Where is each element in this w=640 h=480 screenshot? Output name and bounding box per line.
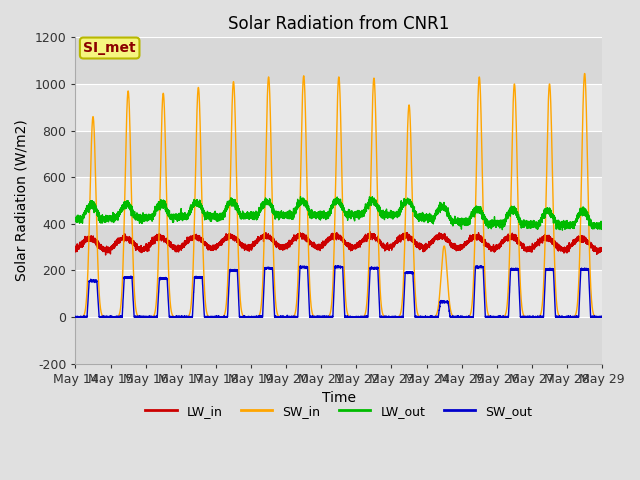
SW_in xyxy=(321,314,328,320)
SW_out xyxy=(332,263,339,269)
SW_in xyxy=(580,71,588,76)
Text: SI_met: SI_met xyxy=(83,41,136,55)
SW_out xyxy=(577,280,584,286)
Legend: LW_in, SW_in, LW_out, SW_out: LW_in, SW_in, LW_out, SW_out xyxy=(140,400,538,423)
LW_in xyxy=(321,240,329,246)
SW_in xyxy=(72,314,79,320)
SW_out xyxy=(457,313,465,319)
SW_out xyxy=(251,314,259,320)
SW_in xyxy=(598,314,606,320)
Bar xyxy=(76,177,602,224)
SW_in xyxy=(251,314,259,320)
LW_out xyxy=(472,205,479,211)
Title: Solar Radiation from CNR1: Solar Radiation from CNR1 xyxy=(228,15,449,33)
Bar xyxy=(76,317,602,364)
Bar xyxy=(76,224,602,270)
LW_out xyxy=(321,212,328,218)
SW_out xyxy=(472,264,479,270)
Line: LW_in: LW_in xyxy=(76,232,602,255)
Y-axis label: Solar Radiation (W/m2): Solar Radiation (W/m2) xyxy=(15,120,29,281)
Line: SW_in: SW_in xyxy=(76,73,602,317)
SW_in xyxy=(576,240,584,246)
SW_in xyxy=(456,314,464,320)
Bar xyxy=(76,37,602,84)
LW_in xyxy=(72,249,79,254)
LW_out xyxy=(72,216,79,222)
LW_out xyxy=(577,212,584,217)
LW_in xyxy=(570,241,577,247)
SW_out xyxy=(570,314,577,320)
LW_in xyxy=(366,229,374,235)
SW_in xyxy=(570,314,577,320)
SW_out xyxy=(598,314,606,320)
LW_in xyxy=(598,246,606,252)
LW_in xyxy=(577,234,584,240)
LW_out xyxy=(559,228,566,233)
LW_out xyxy=(369,194,376,200)
SW_in xyxy=(472,215,479,221)
LW_out xyxy=(251,212,259,218)
Bar xyxy=(76,131,602,177)
LW_out xyxy=(457,218,465,224)
LW_out xyxy=(598,221,606,227)
X-axis label: Time: Time xyxy=(322,391,356,405)
SW_out xyxy=(321,314,329,320)
LW_in xyxy=(102,252,109,258)
LW_in xyxy=(251,240,259,246)
SW_out xyxy=(72,314,79,320)
LW_out xyxy=(570,221,577,227)
Line: LW_out: LW_out xyxy=(76,197,602,230)
Bar xyxy=(76,270,602,317)
Bar xyxy=(76,84,602,131)
LW_in xyxy=(457,245,465,251)
SW_out xyxy=(72,314,79,320)
Line: SW_out: SW_out xyxy=(76,266,602,317)
LW_in xyxy=(472,234,479,240)
